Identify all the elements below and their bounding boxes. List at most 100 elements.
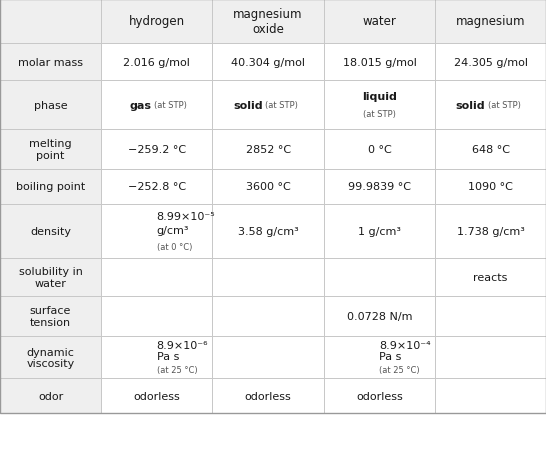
Bar [324, 336, 435, 379]
Bar [0, 81, 101, 129]
Bar [435, 296, 546, 336]
Text: 18.015 g/mol: 18.015 g/mol [342, 57, 417, 67]
Text: (at 25 °C): (at 25 °C) [379, 365, 420, 374]
Text: liquid: liquid [362, 92, 397, 101]
Bar [324, 44, 435, 81]
Text: 3.58 g/cm³: 3.58 g/cm³ [238, 226, 299, 236]
Text: magnesium: magnesium [456, 15, 525, 28]
Bar [435, 296, 546, 336]
Bar [212, 129, 324, 170]
Text: 1090 °C: 1090 °C [468, 182, 513, 192]
Bar [324, 81, 435, 129]
Bar [212, 258, 324, 296]
Bar [435, 0, 546, 44]
Bar [212, 129, 324, 170]
Bar [101, 0, 212, 44]
Bar [435, 81, 546, 129]
Text: solid: solid [455, 101, 485, 110]
Bar [212, 170, 324, 204]
Bar [435, 204, 546, 258]
Bar [212, 44, 324, 81]
Text: 8.9×10⁻⁶: 8.9×10⁻⁶ [157, 341, 208, 351]
Bar [101, 258, 212, 296]
Bar [101, 379, 212, 413]
Bar [212, 204, 324, 258]
Bar [101, 379, 212, 413]
Bar [324, 296, 435, 336]
Text: water: water [363, 15, 396, 28]
Text: Pa s: Pa s [157, 352, 179, 362]
Bar [212, 296, 324, 336]
Bar [0, 170, 101, 204]
Bar [212, 296, 324, 336]
Bar [212, 258, 324, 296]
Text: (at 0 °C): (at 0 °C) [157, 242, 192, 251]
Bar [212, 379, 324, 413]
Text: 0.0728 N/m: 0.0728 N/m [347, 311, 412, 321]
Bar [0, 379, 101, 413]
Bar [0, 129, 101, 170]
Bar [101, 296, 212, 336]
Text: solubility in
water: solubility in water [19, 267, 82, 288]
Text: hydrogen: hydrogen [129, 15, 185, 28]
Text: phase: phase [34, 101, 67, 110]
Bar [0, 336, 101, 379]
Bar [101, 170, 212, 204]
Text: odorless: odorless [133, 391, 180, 401]
Bar [324, 81, 435, 129]
Bar [435, 258, 546, 296]
Bar [101, 336, 212, 379]
Bar [435, 44, 546, 81]
Text: odorless: odorless [245, 391, 292, 401]
Bar [101, 258, 212, 296]
Bar [101, 44, 212, 81]
Bar [324, 379, 435, 413]
Text: 24.305 g/mol: 24.305 g/mol [454, 57, 527, 67]
Bar [324, 0, 435, 44]
Bar [0, 0, 101, 44]
Bar [435, 379, 546, 413]
Bar [324, 129, 435, 170]
Bar [212, 336, 324, 379]
Bar [324, 296, 435, 336]
Bar [435, 379, 546, 413]
Text: 8.99×10⁻⁵: 8.99×10⁻⁵ [157, 211, 215, 221]
Bar [0, 204, 101, 258]
Bar [324, 170, 435, 204]
Text: odor: odor [38, 391, 63, 401]
Text: dynamic
viscosity: dynamic viscosity [26, 347, 75, 368]
Bar [324, 170, 435, 204]
Bar [324, 129, 435, 170]
Text: (at STP): (at STP) [488, 101, 521, 110]
Bar [435, 44, 546, 81]
Bar [101, 81, 212, 129]
Text: 1 g/cm³: 1 g/cm³ [358, 226, 401, 236]
Bar [0, 0, 101, 44]
Text: melting
point: melting point [29, 139, 72, 160]
Bar [101, 81, 212, 129]
Bar [435, 129, 546, 170]
Bar [0, 379, 101, 413]
Bar [0, 44, 101, 81]
Bar [0, 129, 101, 170]
Bar [435, 204, 546, 258]
Bar [212, 204, 324, 258]
Bar [0, 204, 101, 258]
Text: (at STP): (at STP) [265, 101, 298, 110]
Bar [101, 204, 212, 258]
Text: surface
tension: surface tension [30, 306, 71, 327]
Bar [0, 258, 101, 296]
Text: 1.738 g/cm³: 1.738 g/cm³ [456, 226, 525, 236]
Bar [101, 0, 212, 44]
Bar [0, 44, 101, 81]
Bar [212, 44, 324, 81]
Bar [324, 258, 435, 296]
Text: 2852 °C: 2852 °C [246, 145, 290, 155]
Bar [212, 81, 324, 129]
Bar [324, 336, 435, 379]
Bar [0, 296, 101, 336]
Bar [0, 258, 101, 296]
Bar [212, 0, 324, 44]
Bar [324, 44, 435, 81]
Bar [0, 336, 101, 379]
